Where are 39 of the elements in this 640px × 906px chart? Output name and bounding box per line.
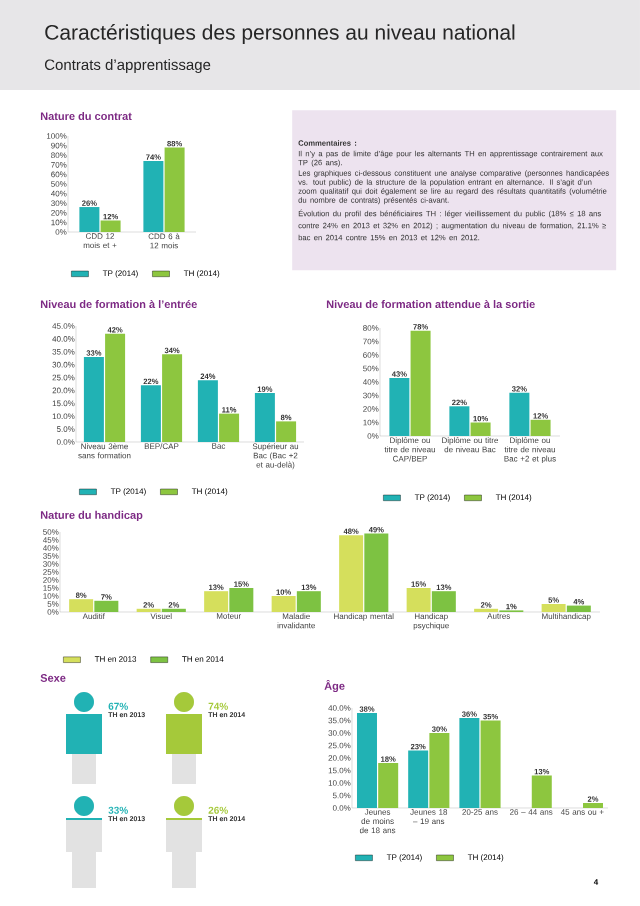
bar [429, 732, 450, 808]
bar [296, 591, 321, 612]
bar [229, 587, 254, 612]
bar [94, 600, 119, 612]
bar [276, 421, 297, 442]
bar [83, 356, 104, 442]
bar [79, 207, 100, 232]
bar [254, 393, 275, 442]
bar [410, 330, 431, 436]
bar [100, 220, 121, 232]
text: Caractéristiques des personnes au niveau national [45, 24, 515, 44]
bar [364, 533, 389, 612]
bar [164, 147, 185, 232]
bar [582, 802, 603, 808]
bar [541, 603, 566, 612]
bar [204, 591, 229, 612]
bar [509, 392, 530, 436]
bar [378, 762, 399, 808]
bar [459, 717, 480, 808]
bar [470, 422, 491, 436]
bar [143, 160, 164, 232]
bar [566, 605, 591, 612]
bar [162, 354, 183, 442]
bar [408, 750, 429, 808]
bar [271, 595, 296, 612]
bar [449, 406, 470, 436]
bar [356, 712, 377, 808]
bar [105, 333, 126, 442]
bar [389, 377, 410, 436]
bar [431, 591, 456, 612]
bar [69, 599, 94, 612]
bar [530, 419, 551, 436]
bar [406, 587, 431, 612]
bar [339, 535, 364, 612]
bar [219, 413, 240, 442]
bar [480, 720, 501, 808]
bar [140, 385, 161, 442]
bar [197, 380, 218, 442]
bar [531, 775, 552, 808]
